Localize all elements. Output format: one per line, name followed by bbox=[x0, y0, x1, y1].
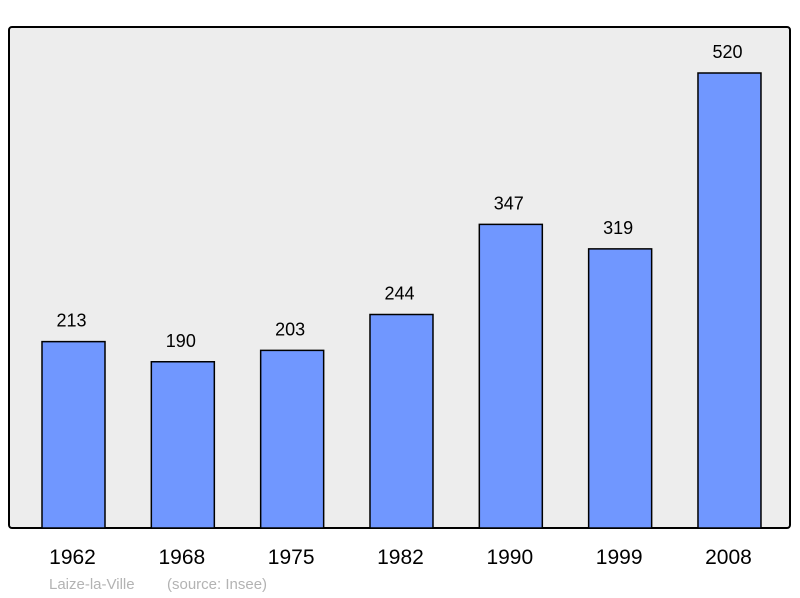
bar-1982 bbox=[369, 313, 434, 529]
bar-1999 bbox=[587, 248, 653, 529]
data-label-1999: 319 bbox=[603, 218, 633, 238]
bar-2008 bbox=[697, 72, 762, 529]
bar-1968 bbox=[150, 361, 216, 529]
bar-1975 bbox=[259, 349, 325, 529]
data-label-1975: 203 bbox=[275, 319, 305, 339]
data-label-1968: 190 bbox=[166, 331, 196, 351]
data-label-1982: 244 bbox=[384, 284, 414, 304]
x-tick-label-1975: 1975 bbox=[268, 546, 315, 569]
x-tick-label-1962: 1962 bbox=[49, 546, 96, 569]
x-tick-label-1968: 1968 bbox=[158, 546, 205, 569]
x-tick-label-1999: 1999 bbox=[596, 546, 643, 569]
bar-1990 bbox=[478, 223, 544, 529]
bar-1962 bbox=[41, 340, 106, 529]
x-tick-label-1990: 1990 bbox=[486, 546, 533, 569]
caption-source: (source: Insee) bbox=[167, 576, 267, 593]
data-label-2008: 520 bbox=[712, 42, 742, 62]
x-tick-label-1982: 1982 bbox=[377, 546, 424, 569]
caption-place: Laize-la-Ville bbox=[49, 576, 135, 593]
data-label-1990: 347 bbox=[494, 193, 524, 213]
data-label-1962: 213 bbox=[56, 311, 86, 331]
x-tick-label-2008: 2008 bbox=[705, 546, 752, 569]
